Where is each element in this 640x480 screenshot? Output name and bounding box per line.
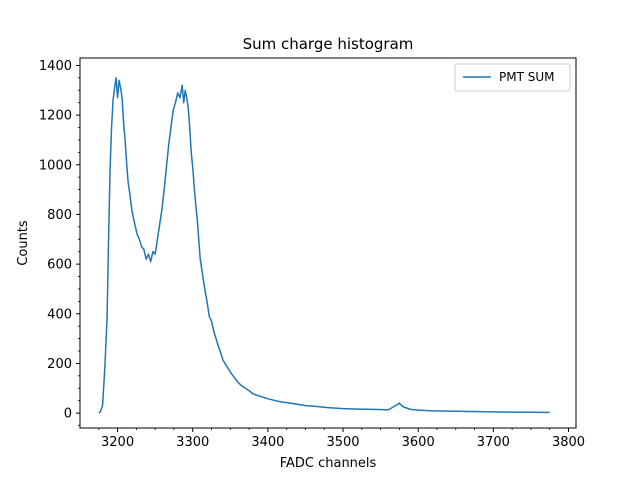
x-tick-label: 3800 — [552, 435, 585, 450]
legend-box — [454, 63, 571, 92]
ticks-layer: 3200 3300 3400 3500 3600 3700 3800 0 200 400 600 80… — [39, 59, 585, 450]
y-tick-label: 400 — [47, 307, 72, 322]
y-tick-label: 0 — [64, 407, 72, 422]
y-tick-label: 600 — [47, 258, 72, 273]
x-tick-label: 3400 — [251, 435, 284, 450]
series-layer — [98, 77, 550, 414]
legend: PMT SUM — [454, 63, 571, 92]
chart-title: Sum charge histogram — [243, 35, 414, 53]
y-tick-label: 1200 — [39, 109, 72, 124]
x-tick-label: 3500 — [326, 435, 359, 450]
y-tick-label: 200 — [47, 357, 72, 372]
x-tick-label: 3300 — [176, 435, 209, 450]
series-line-pmt-sum — [98, 77, 550, 414]
y-tick-label: 1000 — [39, 158, 72, 173]
x-tick-label: 3200 — [101, 435, 134, 450]
x-tick-label: 3700 — [477, 435, 510, 450]
plot-frame — [79, 57, 577, 429]
x-tick-label: 3600 — [402, 435, 435, 450]
legend-label: PMT SUM — [499, 70, 555, 84]
y-axis-label: Counts — [16, 220, 31, 266]
y-tick-label: 800 — [47, 208, 72, 223]
x-axis-label: FADC channels — [280, 456, 377, 471]
y-tick-label: 1400 — [39, 59, 72, 74]
